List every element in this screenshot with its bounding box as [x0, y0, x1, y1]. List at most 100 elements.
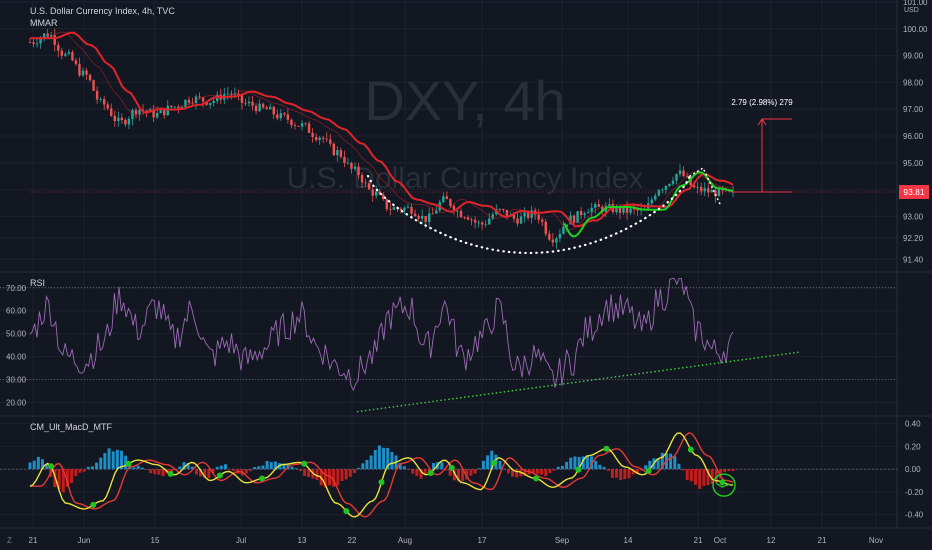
candle-body [350, 162, 353, 169]
rsi-pane-label[interactable]: RSI [30, 278, 46, 288]
macd-histogram-bar [70, 469, 74, 484]
macd-histogram-bar [689, 469, 693, 482]
candle-body [689, 176, 692, 186]
macd-histogram-bar [619, 469, 623, 481]
candle-body [678, 170, 682, 175]
macd-histogram-bar [594, 460, 598, 470]
candle-body [173, 106, 177, 108]
candle-body [247, 101, 251, 104]
time-tick-label: Jul [236, 536, 246, 545]
candle-body [526, 212, 530, 218]
candle-body [269, 106, 272, 110]
rsi-trendline[interactable] [356, 351, 801, 413]
macd-histogram-bar [120, 450, 124, 470]
candle-body [544, 221, 547, 234]
candle-body [265, 107, 268, 110]
candle-body [703, 188, 706, 192]
macd-histogram-bar [219, 465, 223, 470]
candle-body [548, 233, 551, 240]
candle-body [311, 132, 314, 137]
price-tick-label: 92.20 [903, 234, 924, 243]
macd-histogram-bar [681, 469, 685, 471]
macd-histogram-bar [710, 469, 714, 485]
candle-body [594, 204, 597, 208]
candle-body [382, 194, 385, 200]
candle-body [64, 53, 67, 56]
macd-histogram-bar [40, 459, 44, 470]
macd-histogram-bar [402, 466, 406, 470]
candle-body [163, 110, 166, 116]
macd-histogram-bar [523, 469, 527, 476]
macd-histogram-bar [398, 462, 402, 470]
macd-histogram-bar [253, 466, 257, 470]
macd-histogram-bar [153, 469, 157, 475]
price-pane[interactable] [28, 28, 735, 255]
candle-body [696, 186, 699, 188]
macd-histogram-bar [361, 463, 365, 470]
macd-histogram-bar [294, 468, 298, 470]
macd-histogram-bar [731, 469, 735, 471]
candle-body [385, 199, 388, 210]
candle-body [456, 210, 459, 212]
handle-pattern-curve[interactable] [689, 166, 721, 205]
candle-body [251, 101, 254, 106]
macd-histogram-bar [423, 469, 427, 475]
candle-body [57, 44, 60, 51]
macd-highlight-circle[interactable] [712, 473, 736, 497]
rsi-tick-label: 30.00 [6, 376, 27, 385]
candle-body [463, 217, 466, 219]
candle-body [276, 114, 279, 119]
candle-body [452, 205, 456, 212]
candle-body [325, 138, 328, 140]
candle-body [551, 239, 555, 243]
candle-body [502, 208, 505, 210]
rsi-tick-label: 40.00 [6, 353, 27, 362]
candle-body [700, 186, 703, 192]
macd-histogram-bar [660, 452, 664, 470]
candle-body [477, 222, 480, 224]
macd-histogram-bar [232, 469, 236, 471]
timezone-corner[interactable]: Z [7, 536, 12, 545]
macd-cross-dot [719, 479, 726, 486]
time-tick-label: 12 [767, 536, 776, 545]
cup-pattern-curve[interactable] [366, 174, 692, 255]
axes: 21 Jun 15 Jul 13 22 Aug 17 Sep 14 21 Oct 12 21 Nov 101.… [6, 0, 928, 545]
indicator-label-mmar[interactable]: MMAR [30, 18, 58, 28]
candle-body [314, 136, 318, 141]
macd-histogram-bar [644, 465, 648, 470]
macd-pane[interactable] [0, 432, 897, 518]
ma-fast-line [30, 31, 734, 231]
macd-histogram-bar [419, 469, 423, 479]
candle-body [625, 206, 629, 213]
candle-body [668, 183, 671, 187]
candle-body [389, 209, 392, 210]
candle-body [110, 108, 113, 116]
candle-body [576, 211, 579, 223]
macd-pane-label[interactable]: CM_Ult_MacD_MTF [30, 422, 113, 432]
candle-body [212, 101, 215, 103]
candle-body [484, 224, 487, 226]
macd-histogram-bar [456, 469, 460, 482]
macd-histogram-bar [103, 453, 107, 470]
candle-body [279, 113, 283, 119]
macd-histogram-bar [598, 464, 602, 470]
macd-cross-dot [533, 475, 540, 482]
macd-histogram-bar [486, 455, 490, 470]
candle-body [636, 209, 639, 211]
candle-body [201, 97, 205, 102]
macd-histogram-bar [57, 469, 61, 490]
macd-histogram-bar [186, 463, 190, 470]
macd-histogram-bar [357, 467, 361, 470]
macd-histogram-bar [698, 469, 702, 489]
macd-cross-dot [490, 459, 497, 466]
macd-cross-dot [90, 501, 97, 508]
rsi-pane[interactable] [0, 278, 897, 413]
candle-body [375, 191, 378, 196]
macd-histogram-bar [548, 469, 552, 474]
candle-body [240, 94, 244, 103]
candle-body [435, 210, 438, 214]
candle-body [226, 93, 230, 95]
candle-body [661, 189, 664, 191]
last-price-tag[interactable] [899, 185, 929, 199]
